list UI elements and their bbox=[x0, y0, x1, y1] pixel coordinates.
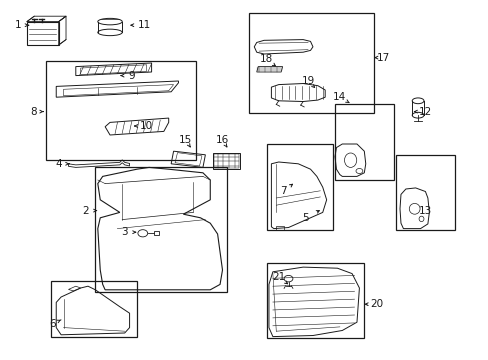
Bar bbox=[266, 263, 364, 338]
Text: 7: 7 bbox=[280, 186, 286, 196]
Text: 5: 5 bbox=[302, 213, 308, 223]
Text: 12: 12 bbox=[418, 107, 431, 117]
Text: 14: 14 bbox=[332, 92, 346, 102]
Text: 8: 8 bbox=[30, 107, 37, 117]
Bar bbox=[266, 144, 332, 230]
Text: 6: 6 bbox=[49, 319, 56, 329]
Text: 13: 13 bbox=[418, 206, 431, 216]
Text: 17: 17 bbox=[376, 53, 390, 63]
Text: 1: 1 bbox=[15, 20, 22, 30]
Text: 11: 11 bbox=[137, 20, 151, 30]
Text: 21: 21 bbox=[271, 272, 285, 282]
Bar bbox=[249, 13, 373, 113]
Text: 4: 4 bbox=[55, 159, 62, 169]
Text: 18: 18 bbox=[259, 54, 273, 64]
Bar bbox=[46, 61, 195, 160]
Text: 2: 2 bbox=[82, 206, 89, 216]
Text: 16: 16 bbox=[215, 135, 229, 145]
Text: 9: 9 bbox=[128, 71, 135, 81]
Text: 20: 20 bbox=[369, 299, 382, 309]
Text: 19: 19 bbox=[301, 76, 314, 86]
Text: 10: 10 bbox=[140, 121, 153, 131]
Bar bbox=[395, 155, 454, 230]
Text: 3: 3 bbox=[121, 227, 128, 237]
Bar bbox=[51, 281, 137, 337]
Text: 15: 15 bbox=[179, 135, 192, 145]
Bar bbox=[334, 104, 393, 180]
Bar bbox=[95, 167, 227, 292]
